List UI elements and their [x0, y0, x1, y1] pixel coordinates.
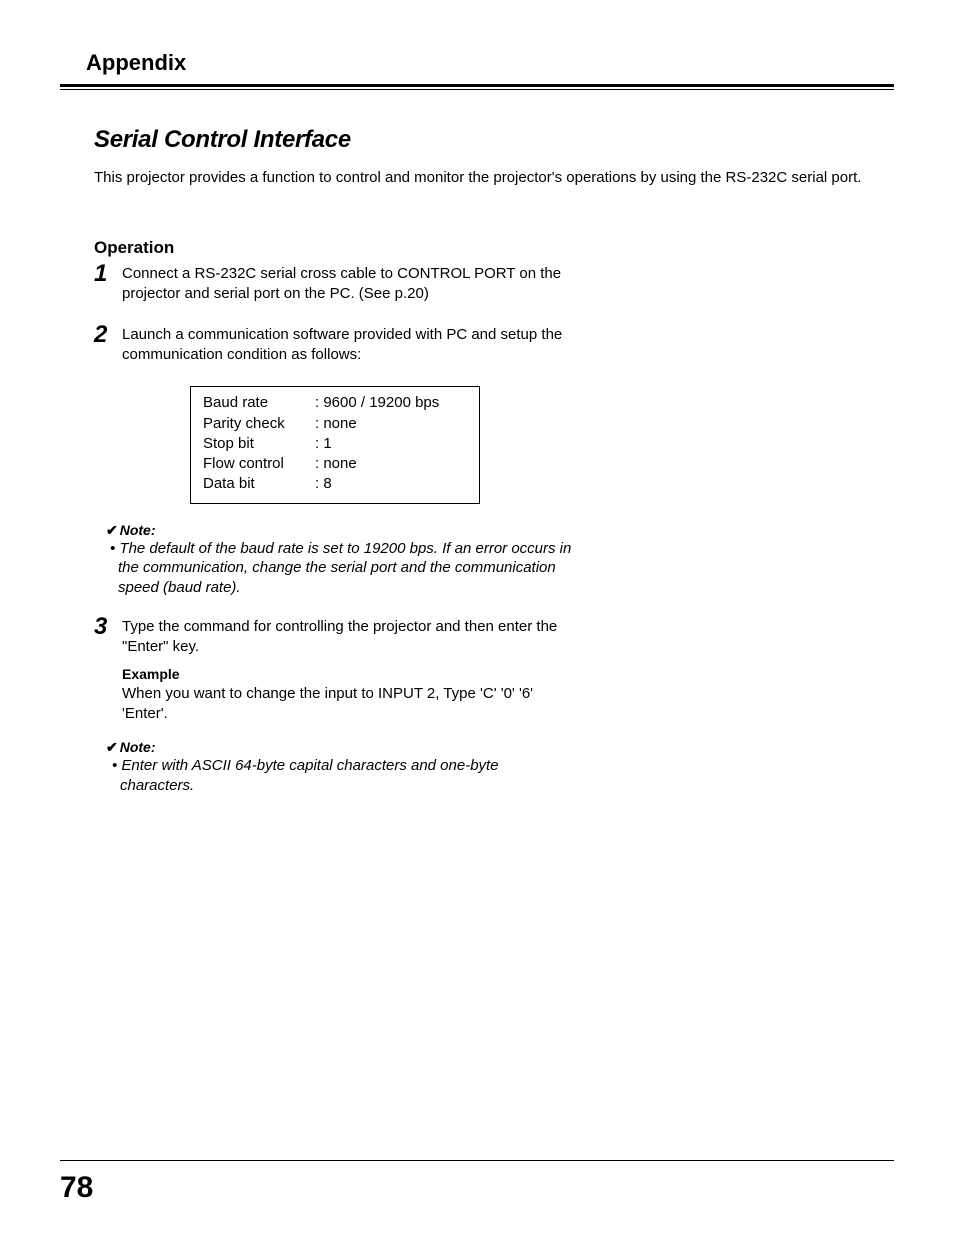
example-text: When you want to change the input to INP…: [122, 684, 562, 723]
step-number: 2: [94, 323, 122, 347]
settings-table: Baud rate : 9600 / 19200 bps Parity chec…: [190, 386, 480, 503]
settings-value: : none: [315, 454, 357, 474]
intro-paragraph: This projector provides a function to co…: [94, 168, 864, 188]
settings-label: Baud rate: [203, 393, 315, 413]
note-text: • The default of the baud rate is set to…: [118, 539, 576, 598]
step-number: 3: [94, 615, 122, 639]
settings-value: : 9600 / 19200 bps: [315, 393, 439, 413]
settings-row: Baud rate : 9600 / 19200 bps: [203, 393, 467, 413]
note-heading: ✔Note:: [106, 739, 576, 756]
note-1: ✔Note: • The default of the baud rate is…: [106, 522, 576, 598]
settings-label: Parity check: [203, 414, 315, 434]
check-icon: ✔: [106, 522, 118, 538]
example-block: Example When you want to change the inpu…: [122, 666, 562, 723]
step-1: 1 Connect a RS-232C serial cross cable t…: [94, 264, 564, 303]
step-2: 2 Launch a communication software provid…: [94, 325, 564, 364]
settings-value: : none: [315, 414, 357, 434]
step-text: Type the command for controlling the pro…: [122, 617, 564, 656]
example-heading: Example: [122, 666, 562, 682]
settings-label: Flow control: [203, 454, 315, 474]
note-text: • Enter with ASCII 64-byte capital chara…: [120, 756, 576, 795]
step-text: Launch a communication software provided…: [122, 325, 564, 364]
settings-row: Stop bit : 1: [203, 434, 467, 454]
note-2: ✔Note: • Enter with ASCII 64-byte capita…: [106, 739, 576, 795]
section-title: Serial Control Interface: [94, 126, 894, 154]
operation-heading: Operation: [94, 238, 894, 258]
step-3: 3 Type the command for controlling the p…: [94, 617, 564, 656]
settings-value: : 8: [315, 474, 332, 494]
page: Appendix Serial Control Interface This p…: [0, 0, 954, 1235]
step-number: 1: [94, 262, 122, 286]
note-heading: ✔Note:: [106, 522, 576, 539]
chapter-title: Appendix: [86, 50, 894, 76]
step-text: Connect a RS-232C serial cross cable to …: [122, 264, 564, 303]
settings-row: Data bit : 8: [203, 474, 467, 494]
rule-thick: [60, 84, 894, 87]
note-label: Note:: [120, 522, 156, 538]
settings-label: Data bit: [203, 474, 315, 494]
settings-value: : 1: [315, 434, 332, 454]
rule-thin: [60, 89, 894, 90]
settings-row: Parity check : none: [203, 414, 467, 434]
settings-row: Flow control : none: [203, 454, 467, 474]
page-number: 78: [60, 1171, 93, 1205]
note-label: Note:: [120, 739, 156, 755]
footer-rule: [60, 1160, 894, 1161]
check-icon: ✔: [106, 739, 118, 755]
settings-label: Stop bit: [203, 434, 315, 454]
